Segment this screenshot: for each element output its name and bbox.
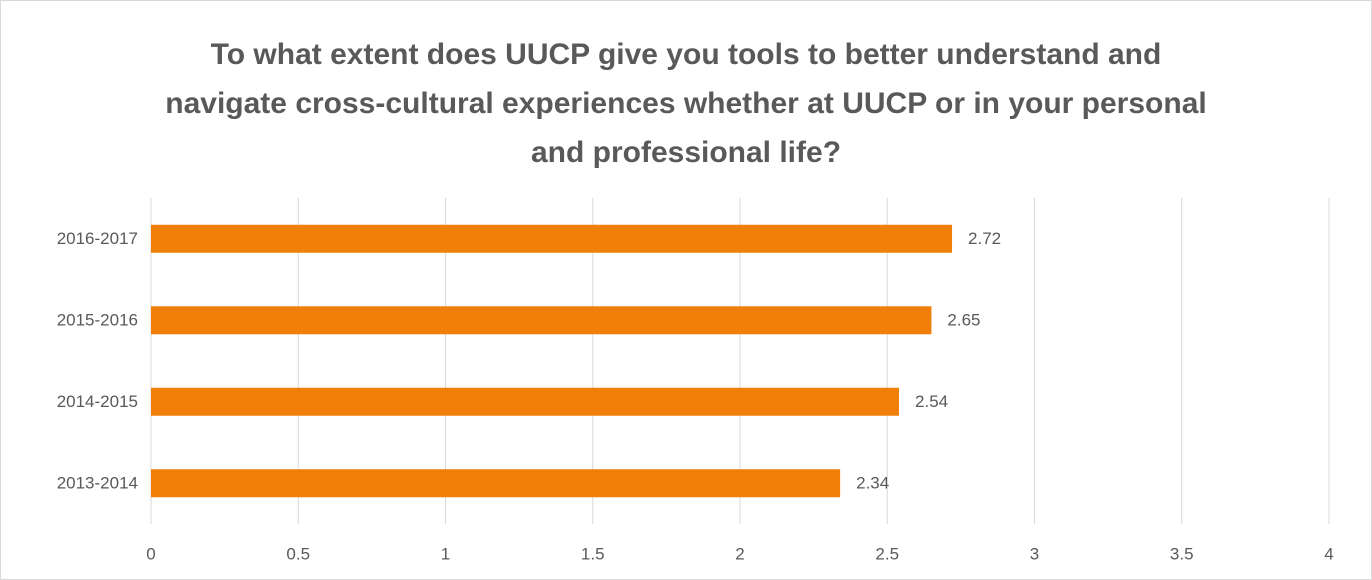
x-tick-label: 1 (441, 544, 450, 563)
y-tick-label: 2015-2016 (57, 311, 138, 330)
bar (151, 469, 841, 498)
bar (151, 224, 953, 253)
y-tick-label: 2016-2017 (57, 229, 138, 248)
data-label: 2.54 (915, 392, 948, 411)
bar (151, 306, 932, 335)
y-tick-label: 2014-2015 (57, 392, 138, 411)
x-tick-label: 2 (735, 544, 744, 563)
x-tick-label: 4 (1324, 544, 1333, 563)
x-tick-label: 1.5 (581, 544, 605, 563)
x-tick-label: 2.5 (875, 544, 899, 563)
chart-title: To what extent does UUCP give you tools … (165, 38, 1207, 169)
data-label: 2.65 (947, 311, 980, 330)
x-tick-label: 3 (1030, 544, 1039, 563)
data-label: 2.72 (968, 229, 1001, 248)
x-tick-label: 0.5 (286, 544, 310, 563)
bar (151, 387, 900, 416)
x-tick-label: 0 (146, 544, 155, 563)
y-tick-label: 2013-2014 (57, 474, 138, 493)
x-tick-label: 3.5 (1170, 544, 1194, 563)
data-label: 2.34 (856, 474, 889, 493)
